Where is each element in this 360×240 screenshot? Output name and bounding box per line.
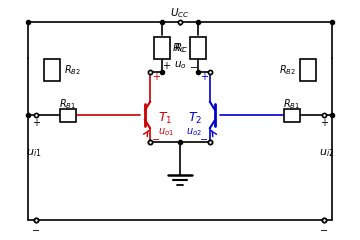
- Text: $R_C$: $R_C$: [174, 41, 188, 55]
- Text: $R_{B2}$: $R_{B2}$: [64, 63, 81, 77]
- Bar: [284, 108, 300, 121]
- Text: $T_2$: $T_2$: [188, 110, 202, 126]
- Bar: [300, 59, 316, 81]
- Text: $R_C$: $R_C$: [172, 41, 186, 55]
- Bar: [44, 59, 60, 81]
- Text: $u_{o1}$: $u_{o1}$: [158, 126, 174, 138]
- Text: $-$: $-$: [152, 133, 161, 143]
- Text: $-$: $-$: [31, 224, 41, 234]
- Text: $-$: $-$: [189, 61, 199, 71]
- Text: $U_{CC}$: $U_{CC}$: [170, 6, 190, 20]
- Bar: [154, 37, 170, 59]
- Text: $u_o$: $u_o$: [174, 59, 186, 71]
- Text: +: +: [162, 61, 170, 71]
- Text: $R_{B1}$: $R_{B1}$: [59, 97, 77, 111]
- Text: $u_{o2}$: $u_{o2}$: [186, 126, 202, 138]
- Bar: [60, 108, 76, 121]
- Text: $u_{i1}$: $u_{i1}$: [26, 147, 41, 159]
- Text: +: +: [320, 118, 328, 128]
- Text: $R_{B1}$: $R_{B1}$: [283, 97, 301, 111]
- Bar: [190, 37, 206, 59]
- Text: $-$: $-$: [199, 133, 208, 143]
- Text: +: +: [200, 72, 208, 82]
- Text: +: +: [32, 118, 40, 128]
- Text: $u_{i2}$: $u_{i2}$: [319, 147, 334, 159]
- Text: $T_1$: $T_1$: [158, 110, 172, 126]
- Text: $R_{B2}$: $R_{B2}$: [279, 63, 296, 77]
- Text: +: +: [152, 72, 160, 82]
- Text: $-$: $-$: [319, 224, 329, 234]
